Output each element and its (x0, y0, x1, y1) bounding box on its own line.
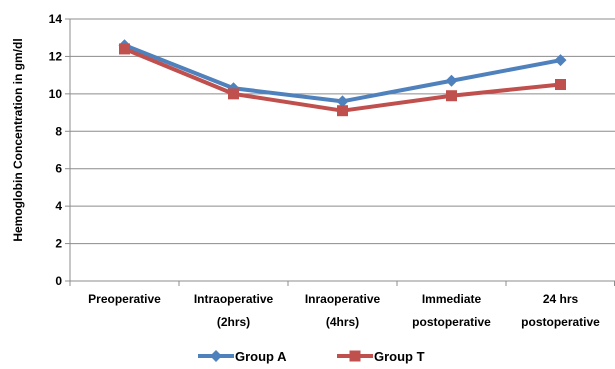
data-point-group-t-0 (119, 43, 130, 55)
y-tick-label-4: 4 (55, 199, 62, 213)
y-tick-label-0: 0 (55, 274, 62, 288)
x-tick-labels: Preoperative Intraoperative (2hrs) Inraoper… (88, 292, 600, 329)
series-group-a (118, 39, 567, 108)
series-group-t (119, 43, 566, 117)
series-group (118, 39, 567, 117)
y-tick-label-2: 2 (55, 237, 62, 251)
axes (69, 19, 615, 286)
x-tick-label-24-hrs-postoperative: 24 hrs postoperative (521, 292, 600, 329)
data-point-group-t-2 (337, 105, 348, 117)
legend-label-group-a: Group A (235, 349, 287, 364)
data-point-group-t-3 (446, 90, 457, 102)
x-tick-label-immediate-postoperative: Immediate postoperative (412, 292, 491, 329)
legend-item-group-t: Group T (337, 349, 425, 364)
x-tick-label-inraoperative-4hrs: Inraoperative (4hrs) (305, 292, 381, 329)
gridlines (70, 18, 615, 245)
data-point-group-t-4 (555, 79, 566, 90)
legend-item-group-a: Group A (198, 349, 287, 364)
legend: Group A Group T (198, 349, 425, 364)
y-tick-label-6: 6 (55, 162, 62, 176)
data-point-group-a-3 (445, 74, 458, 87)
legend-marker-group-t (349, 350, 361, 362)
y-tick-label-8: 8 (55, 124, 62, 138)
y-axis-title: Hemoglobin Concentration in gm/dl (11, 38, 25, 241)
legend-label-group-t: Group T (374, 349, 425, 364)
y-tick-label-12: 12 (49, 49, 63, 63)
x-tick-label-intraoperative-2hrs: Intraoperative (2hrs) (194, 292, 274, 329)
y-tick-labels: 0 2 4 6 8 10 12 14 (49, 12, 70, 288)
legend-marker-group-a (210, 350, 222, 362)
data-point-group-a-2 (336, 95, 349, 108)
data-point-group-a-4 (554, 54, 567, 67)
x-tick-label-preoperative: Preoperative (88, 292, 161, 306)
y-tick-label-10: 10 (49, 87, 63, 101)
data-point-group-t-1 (228, 88, 239, 100)
y-tick-label-14: 14 (49, 12, 63, 26)
